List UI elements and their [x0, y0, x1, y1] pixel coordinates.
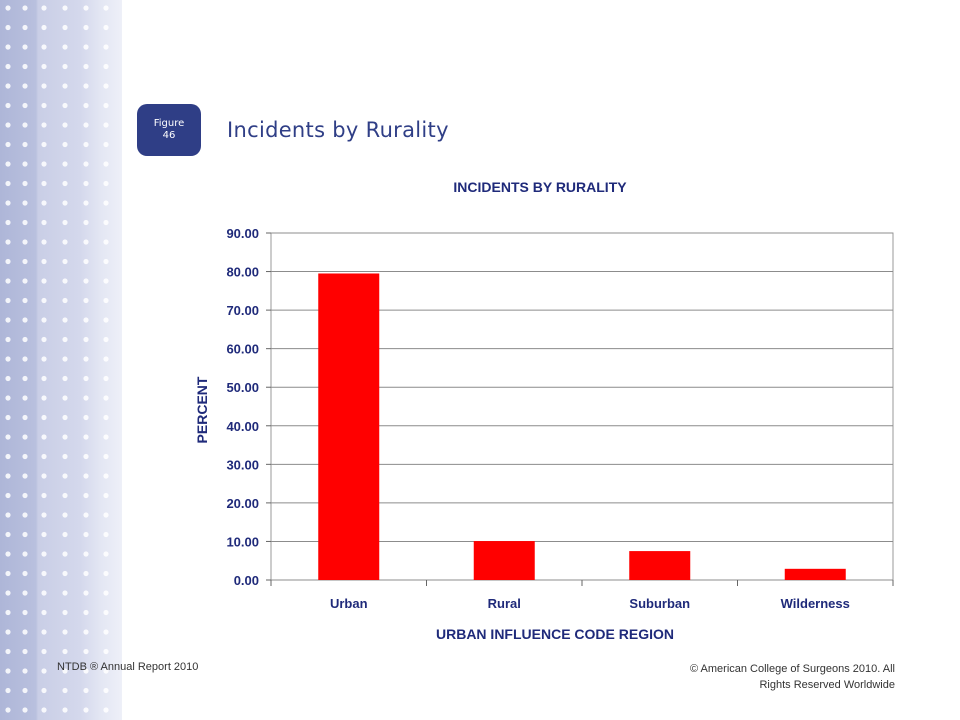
- y-tick-label: 40.00: [226, 419, 259, 434]
- figure-badge: Figure 46: [137, 104, 201, 156]
- figure-number: 46: [162, 130, 176, 141]
- y-tick-label: 20.00: [226, 496, 259, 511]
- chart-title: INCIDENTS BY RURALITY: [453, 179, 627, 195]
- slide-title: Incidents by Rurality: [227, 118, 449, 142]
- y-tick-label: 30.00: [226, 457, 259, 472]
- y-tick-label: 80.00: [226, 265, 259, 280]
- y-tick-label: 10.00: [226, 534, 259, 549]
- x-axis-label: URBAN INFLUENCE CODE REGION: [436, 626, 674, 642]
- y-tick-label: 60.00: [226, 342, 259, 357]
- bar-wilderness: [784, 568, 846, 580]
- y-tick-label: 90.00: [226, 226, 259, 241]
- figure-label: Figure: [153, 118, 185, 129]
- x-tick-label: Wilderness: [781, 596, 850, 611]
- x-tick-label: Suburban: [629, 596, 690, 611]
- decorative-dotted-band: [0, 0, 122, 720]
- x-tick-labels: Urban Rural Suburban Wilderness: [270, 580, 894, 611]
- bar-urban: [318, 273, 380, 580]
- bar-rural: [473, 541, 535, 580]
- footer-report-name: NTDB ® Annual Report 2010: [57, 661, 199, 673]
- y-tick-labels: 0.00 10.00 20.00 30.00 40.00 50.00 60.00 70.00 8…: [226, 226, 259, 588]
- y-tick-label: 70.00: [226, 303, 259, 318]
- chart-bars: [318, 273, 846, 580]
- x-tick-label: Rural: [488, 596, 521, 611]
- copyright-line-1: © American College of Surgeons 2010. All: [689, 663, 895, 675]
- y-axis-label: PERCENT: [194, 376, 210, 443]
- y-tick-label: 50.00: [226, 380, 259, 395]
- bar-chart: INCIDENTS BY RURALITY 0.00 10.00 20.00 30.0…: [194, 179, 894, 642]
- y-tick-label: 0.00: [234, 573, 259, 588]
- x-tick-label: Urban: [330, 596, 368, 611]
- copyright-line-2: Rights Reserved Worldwide: [759, 679, 895, 691]
- bar-suburban: [629, 551, 691, 580]
- footer-copyright: © American College of Surgeons 2010. All…: [640, 661, 895, 693]
- dot-pattern: [5, 5, 109, 713]
